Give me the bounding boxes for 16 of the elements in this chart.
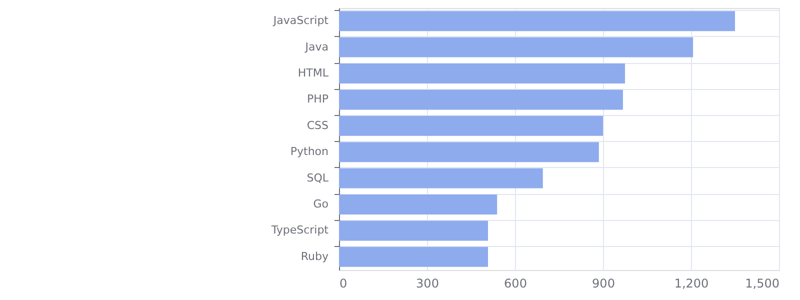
- x-tick-label: 900: [592, 276, 615, 290]
- y-tick-label: Ruby: [300, 250, 329, 263]
- x-tick-label: 1,200: [674, 276, 709, 290]
- y-tick-label: TypeScript: [270, 224, 330, 237]
- y-tick-label: Go: [313, 198, 329, 210]
- x-tick-label: 300: [416, 276, 439, 290]
- y-tick-label: CSS: [306, 118, 329, 132]
- y-tick-label: Python: [290, 145, 329, 158]
- y-tick-label: Java: [304, 40, 328, 54]
- x-tick-label: 600: [504, 276, 527, 290]
- x-tick-label: 0: [340, 276, 348, 290]
- y-tick-label: SQL: [306, 171, 330, 184]
- y-tick-label: JavaScript: [272, 14, 330, 28]
- y-tick-label: HTML: [298, 66, 330, 80]
- x-tick-label: 1,500: [745, 276, 780, 290]
- y-tick-label: PHP: [306, 92, 329, 106]
